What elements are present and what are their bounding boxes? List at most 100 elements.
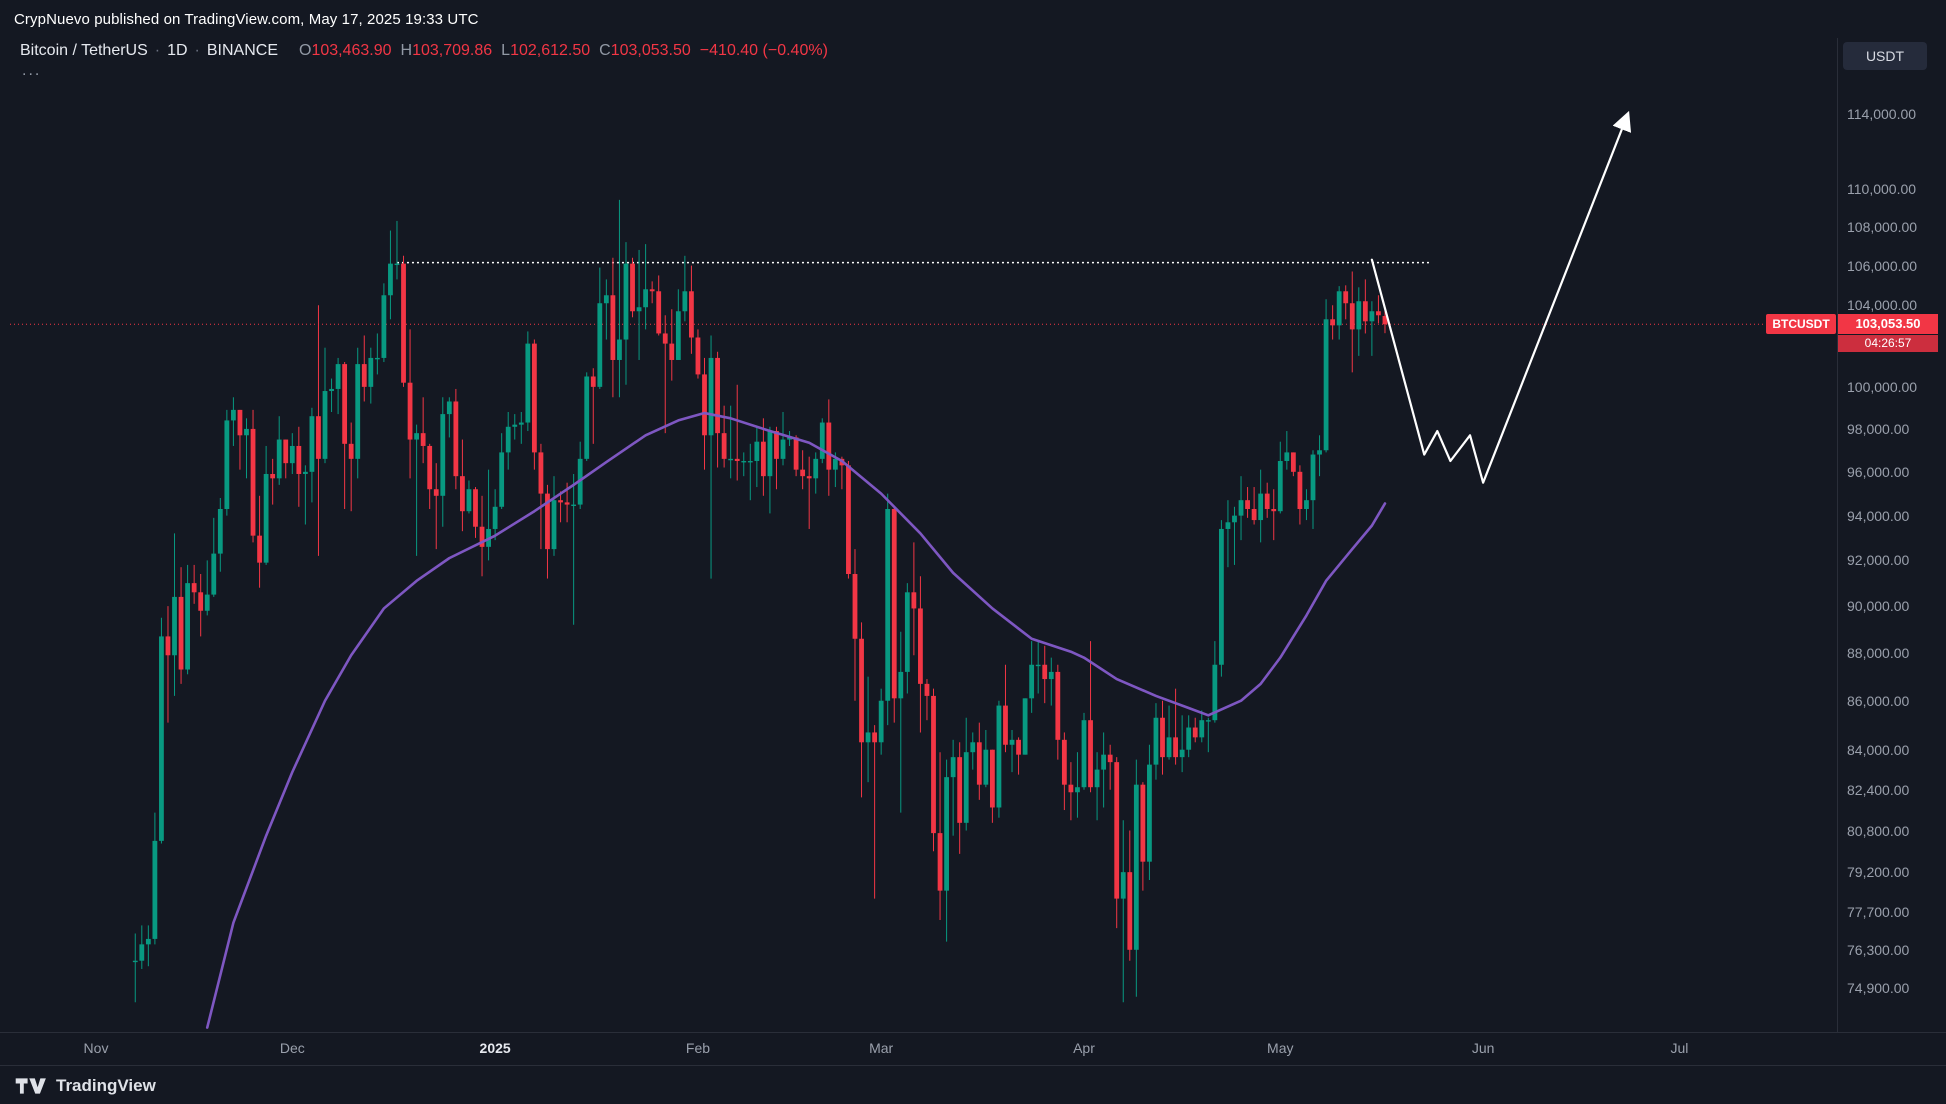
candle-body <box>1133 784 1139 950</box>
candle-body <box>1003 705 1008 745</box>
candle-body <box>316 416 321 459</box>
candle-body <box>159 636 164 841</box>
symbol-name[interactable]: Bitcoin / TetherUS <box>20 42 148 59</box>
candle-body <box>597 303 603 387</box>
candle-body <box>531 343 537 453</box>
time-axis-label: May <box>1267 1040 1294 1056</box>
candle-body <box>1284 452 1290 462</box>
candle-body <box>453 401 459 477</box>
price-axis-label: 114,000.00 <box>1847 106 1917 123</box>
price-axis-label: 96,000.00 <box>1847 463 1910 480</box>
publish-info-bar: CrypNuevo published on TradingView.com, … <box>0 0 1946 38</box>
candle-body <box>1349 303 1355 330</box>
candle-body <box>1290 452 1296 472</box>
candle-body <box>1127 872 1133 950</box>
candle-body <box>440 414 446 496</box>
candle-body <box>1356 301 1362 330</box>
publish-info-text: CrypNuevo published on TradingView.com, … <box>14 10 479 28</box>
candle-body <box>610 295 616 360</box>
candle-body <box>479 526 485 547</box>
time-axis-label: Jun <box>1471 1040 1495 1056</box>
price-axis-label: 86,000.00 <box>1847 692 1910 709</box>
candle-body <box>1376 311 1381 316</box>
high-value: 103,709.86 <box>412 42 493 59</box>
candle-body <box>1330 319 1336 326</box>
tradingview-logo[interactable] <box>14 1075 48 1097</box>
tradingview-wordmark[interactable]: TradingView <box>56 1075 156 1095</box>
candle-body <box>1362 301 1368 322</box>
candle-body <box>355 364 361 459</box>
candle-body <box>1369 311 1375 322</box>
price-axis-label: 82,400.00 <box>1847 781 1910 798</box>
candle-body <box>283 439 289 464</box>
interval-label[interactable]: 1D <box>167 42 188 59</box>
candle-body <box>466 489 472 512</box>
indicators-ellipsis[interactable]: ... <box>22 62 42 79</box>
candle-body <box>388 263 393 296</box>
candle-body <box>937 833 943 891</box>
candle-body <box>1061 739 1067 785</box>
candle-body <box>145 938 151 945</box>
price-axis-label: 88,000.00 <box>1847 644 1910 661</box>
candle-body <box>263 473 269 563</box>
candle-body <box>813 458 819 479</box>
candle-body <box>244 428 249 436</box>
candle-body <box>427 445 433 490</box>
candle-body <box>656 291 662 334</box>
price-axis-label: 94,000.00 <box>1847 507 1910 524</box>
time-axis-label: Mar <box>869 1040 894 1056</box>
candle-body <box>1022 698 1028 755</box>
candle-body <box>335 364 341 389</box>
candle-body <box>878 700 884 743</box>
candle-body <box>309 416 315 472</box>
candle-body <box>374 357 380 360</box>
candle-body <box>191 583 197 593</box>
high-label: H <box>400 42 413 59</box>
candle-body <box>499 452 505 507</box>
projection-arrow[interactable] <box>1370 110 1632 484</box>
candle-body <box>270 473 276 479</box>
candle-body <box>780 439 786 459</box>
price-axis-label: 104,000.00 <box>1847 297 1918 314</box>
candle-body <box>1166 737 1172 758</box>
price-axis-label: 92,000.00 <box>1847 552 1910 569</box>
candle-body <box>407 382 413 440</box>
candle-body <box>1192 727 1198 738</box>
candle-body <box>996 705 1002 808</box>
candle-body <box>859 638 864 743</box>
candle-body <box>741 461 747 463</box>
candle-body <box>590 376 596 387</box>
candle-body <box>1232 515 1237 523</box>
candle-body <box>989 749 995 808</box>
candle-body <box>1068 784 1074 793</box>
candle-body <box>139 944 145 961</box>
price-axis-label: 74,900.00 <box>1847 980 1910 997</box>
candle-body <box>911 592 917 609</box>
currency-unit-button[interactable]: USDT <box>1843 42 1927 70</box>
candle-body <box>1310 454 1316 501</box>
candle-body <box>891 509 897 699</box>
candle-body <box>1317 450 1322 455</box>
time-axis[interactable]: Nov Dec 2025 Feb Mar Apr May Jun Jul <box>0 1032 1946 1066</box>
candle-body <box>348 443 354 459</box>
price-axis-label: 108,000.00 <box>1847 218 1918 235</box>
candle-body <box>649 289 655 292</box>
candle-body <box>630 263 635 312</box>
candle-body <box>931 695 936 834</box>
candle-body <box>1153 717 1159 765</box>
candle-body <box>342 364 348 444</box>
candle-body <box>420 433 426 446</box>
ma-line[interactable] <box>205 411 1387 1029</box>
candle-body <box>1343 291 1349 304</box>
candle-body <box>302 471 308 474</box>
candle-body <box>1225 522 1231 529</box>
candle-body <box>636 307 642 312</box>
price-axis-label: 100,000.00 <box>1847 378 1918 395</box>
candle-body <box>898 671 904 699</box>
open-label: O <box>299 42 312 59</box>
candle-body <box>1173 737 1178 758</box>
price-axis[interactable]: 114,000.00 110,000.00 108,000.00 106,000.00… <box>1837 38 1946 1032</box>
candle-body <box>1251 509 1257 521</box>
